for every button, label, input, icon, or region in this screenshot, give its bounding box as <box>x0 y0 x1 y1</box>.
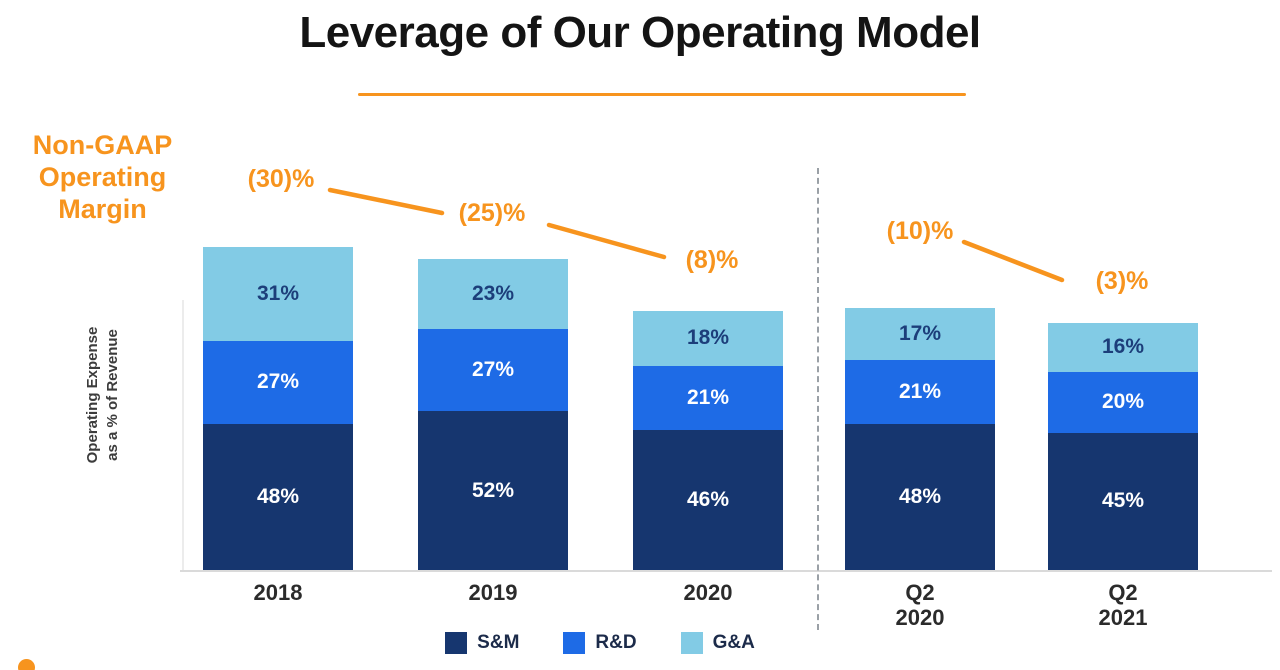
bar-segment-sm: 45% <box>1048 432 1198 570</box>
bar-segment-value: 23% <box>471 281 515 305</box>
operating-margin-annotation: (25)% <box>458 199 526 227</box>
legend-swatch <box>563 632 586 654</box>
legend-item-ga: G&A <box>680 632 755 654</box>
bar-segment-value: 46% <box>686 487 730 511</box>
bar-segment-rd: 20% <box>1048 371 1198 433</box>
bar-segment-value: 18% <box>686 326 730 350</box>
legend-item-sm: S&M <box>445 632 519 654</box>
bar-segment-ga: 17% <box>845 307 995 360</box>
bar-segment-sm: 48% <box>845 423 995 570</box>
bar-segment-rd: 27% <box>418 329 568 412</box>
y-axis-line <box>182 300 184 570</box>
bar-segment-rd: 21% <box>633 365 783 430</box>
bar-segment-value: 17% <box>898 321 942 345</box>
logo-mark <box>18 659 35 670</box>
bar-segment-rd: 21% <box>845 359 995 424</box>
legend-swatch <box>445 632 468 654</box>
bar-segment-value: 48% <box>256 484 300 508</box>
bar-segment-value: 48% <box>898 484 942 508</box>
bar-segment-ga: 31% <box>203 246 353 342</box>
bar-segment-value: 27% <box>471 358 515 382</box>
bar-segment-ga: 23% <box>418 258 568 330</box>
x-axis-label: 2020 <box>683 580 733 605</box>
bar-segment-ga: 16% <box>1048 322 1198 372</box>
page-title: Leverage of Our Operating Model <box>299 8 981 57</box>
bar-segment-value: 52% <box>471 478 515 502</box>
bar-segment-value: 45% <box>1101 489 1145 513</box>
operating-margin-annotation: (8)% <box>685 246 739 274</box>
bar-segment-value: 20% <box>1101 390 1145 414</box>
bar-segment-value: 27% <box>256 370 300 394</box>
operating-margin-annotation: (30)% <box>247 165 315 193</box>
x-axis-label: 2019 <box>468 580 518 605</box>
legend-label: S&M <box>477 632 520 653</box>
x-axis-line <box>180 570 1272 572</box>
bar-segment-sm: 48% <box>203 423 353 570</box>
legend-label: R&D <box>595 632 637 653</box>
bar-segment-value: 21% <box>686 385 730 409</box>
bar-segment-value: 31% <box>256 281 300 305</box>
bar-segment-sm: 52% <box>418 411 568 570</box>
annual-quarterly-divider <box>817 168 819 630</box>
bar-segment-value: 21% <box>898 379 942 403</box>
operating-margin-annotation: (10)% <box>886 217 954 245</box>
operating-margin-annotation: (3)% <box>1095 267 1149 295</box>
legend-label: G&A <box>712 632 755 653</box>
bar-segment-ga: 18% <box>633 310 783 366</box>
legend-swatch <box>680 632 703 654</box>
x-axis-label: Q2 2020 <box>895 580 945 631</box>
non-gaap-operating-margin-label: Non-GAAP Operating Margin <box>32 130 173 224</box>
legend-item-rd: R&D <box>563 632 637 654</box>
x-axis-label: 2018 <box>253 580 303 605</box>
bar-segment-sm: 46% <box>633 429 783 570</box>
x-axis-label: Q2 2021 <box>1098 580 1148 631</box>
bar-segment-value: 16% <box>1101 335 1145 359</box>
legend: S&M R&D G&A <box>380 632 820 654</box>
title-underline <box>358 93 966 96</box>
bar-segment-rd: 27% <box>203 341 353 424</box>
